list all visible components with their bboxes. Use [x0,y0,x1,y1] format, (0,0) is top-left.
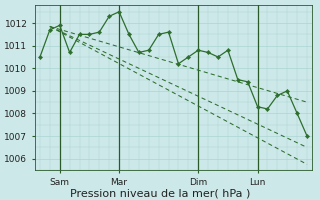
Text: Pression niveau de la mer( hPa ): Pression niveau de la mer( hPa ) [70,188,250,198]
